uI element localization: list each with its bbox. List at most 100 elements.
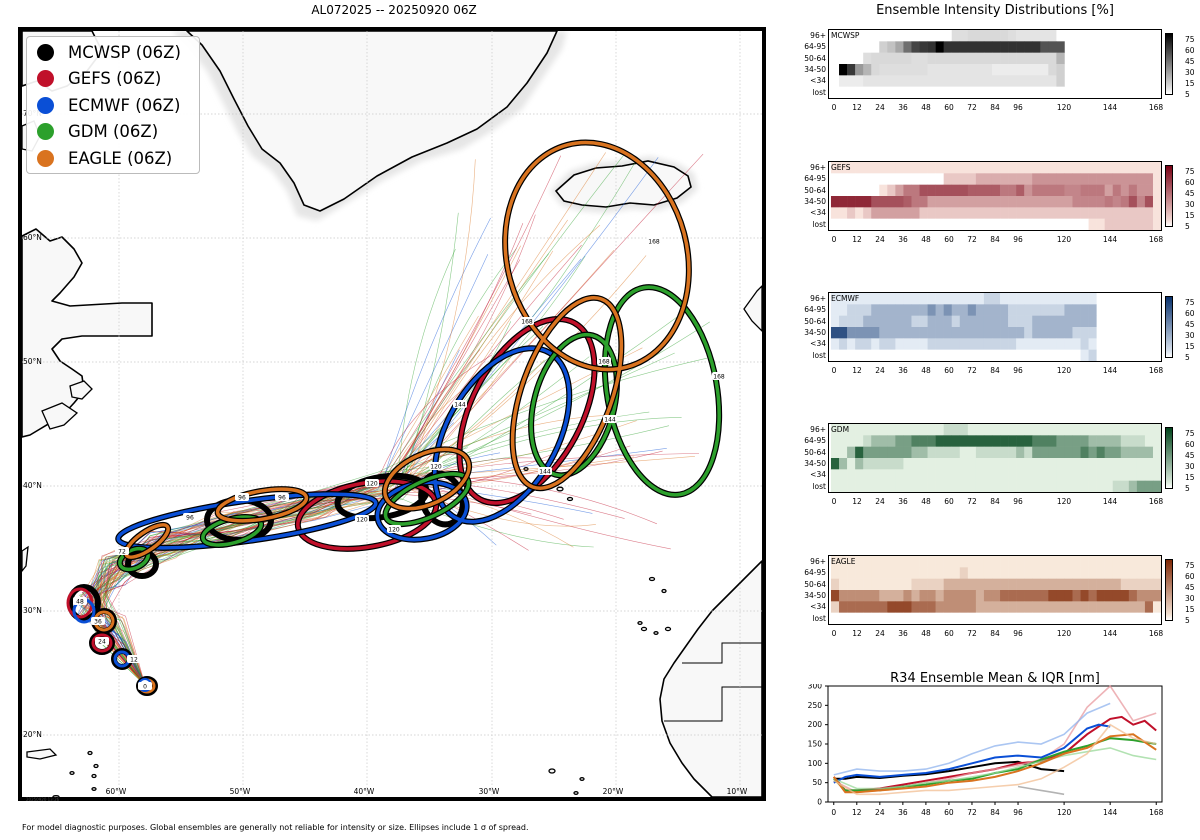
heatmap-cell bbox=[895, 218, 904, 230]
heatmap-cell bbox=[967, 556, 977, 568]
heatmap-cell bbox=[847, 30, 856, 42]
heatmap-cell bbox=[1144, 207, 1154, 219]
heatmap-cell bbox=[863, 196, 872, 208]
heatmap-cell bbox=[1072, 567, 1081, 579]
heatmap-cell bbox=[943, 315, 953, 328]
heatmap-cell bbox=[983, 75, 993, 87]
heatmap-cell bbox=[847, 578, 856, 591]
x-tick-label: 60 bbox=[944, 235, 954, 244]
heatmap-cell bbox=[1000, 173, 1009, 185]
heatmap-cell bbox=[830, 578, 840, 591]
heatmap-cell bbox=[1024, 612, 1033, 624]
heatmap-cell bbox=[1040, 469, 1049, 481]
heatmap-cell bbox=[943, 75, 953, 87]
heatmap-cell bbox=[1104, 469, 1114, 481]
heatmap-cell bbox=[903, 315, 912, 328]
heatmap-cell bbox=[959, 424, 969, 436]
svg-text:144: 144 bbox=[604, 417, 616, 424]
heatmap-cell bbox=[1016, 41, 1025, 53]
heatmap-cell bbox=[871, 601, 880, 613]
heatmap-cell bbox=[830, 435, 840, 447]
heatmap-cell bbox=[1152, 435, 1161, 447]
heatmap-cell bbox=[1016, 590, 1025, 602]
colorbar-label: 15 bbox=[1185, 605, 1195, 614]
x-tick-label: 12 bbox=[852, 366, 862, 375]
heatmap-cell bbox=[1136, 601, 1146, 613]
heatmap-cell bbox=[975, 64, 985, 76]
heatmap-cell bbox=[1056, 469, 1065, 481]
heatmap-cell bbox=[1000, 304, 1009, 316]
heatmap-cell bbox=[919, 590, 928, 602]
colorbar bbox=[1165, 296, 1173, 358]
heatmap-cell bbox=[863, 315, 872, 328]
heatmap-cell bbox=[1024, 196, 1033, 208]
heatmap-cell bbox=[855, 446, 864, 459]
heatmap-cell bbox=[911, 64, 920, 76]
x-tick-label: 144 bbox=[1102, 629, 1118, 638]
heatmap-cell bbox=[847, 86, 856, 98]
r34-title: R34 Ensemble Mean & IQR [nm] bbox=[890, 671, 1100, 686]
heatmap-cell bbox=[1056, 612, 1065, 624]
heatmap-cell bbox=[839, 30, 848, 42]
heatmap-cell bbox=[1024, 458, 1033, 470]
heatmap-cell bbox=[1016, 446, 1025, 459]
heatmap-cell bbox=[1072, 304, 1081, 316]
colorbar-label: 60 bbox=[1185, 572, 1195, 581]
heatmap-cell bbox=[1016, 52, 1025, 65]
row-label: 34-50 bbox=[804, 590, 826, 600]
heatmap-cell bbox=[959, 349, 969, 361]
heatmap-cell bbox=[1112, 556, 1122, 568]
heatmap-cell bbox=[943, 435, 953, 447]
heatmap-cell bbox=[1080, 196, 1089, 208]
heatmap-cell bbox=[919, 578, 928, 591]
heatmap-cell bbox=[1104, 315, 1114, 328]
heatmap-cell bbox=[927, 184, 936, 197]
heatmap-cell bbox=[863, 349, 872, 361]
heatmap-cell bbox=[935, 480, 944, 492]
heatmap-cell bbox=[839, 293, 848, 305]
heatmap-cell bbox=[951, 86, 961, 98]
heatmap-cell bbox=[847, 556, 856, 568]
heatmap-cell bbox=[1072, 424, 1081, 436]
heatmap-cell bbox=[1088, 612, 1097, 624]
x-tick-label: 120 bbox=[1056, 366, 1072, 375]
heatmap-cell bbox=[863, 458, 872, 470]
heatmap-cell bbox=[1072, 601, 1081, 613]
heatmap-cell bbox=[830, 52, 840, 65]
heatmap-cell bbox=[1120, 556, 1130, 568]
heatmap-cell bbox=[919, 218, 928, 230]
heatmap-cell bbox=[1088, 458, 1097, 470]
heatmap-cell bbox=[1120, 567, 1130, 579]
heatmap-cell bbox=[967, 601, 977, 613]
heatmap-cell bbox=[855, 75, 864, 87]
heatmap-cell bbox=[991, 304, 1001, 316]
heatmap-cell bbox=[927, 578, 936, 591]
heatmap-cell bbox=[991, 435, 1001, 447]
heatmap-cell bbox=[871, 469, 880, 481]
heatmap-canvas bbox=[830, 162, 1161, 230]
heatmap-cell bbox=[895, 338, 904, 350]
heatmap-cell bbox=[951, 30, 961, 42]
heatmap-cell bbox=[1088, 556, 1097, 568]
heatmap-cell bbox=[975, 469, 985, 481]
row-label: <34 bbox=[810, 602, 826, 612]
heatmap-cell bbox=[879, 173, 888, 185]
heatmap-cell bbox=[1040, 327, 1049, 339]
heatmap-cell bbox=[991, 469, 1001, 481]
heatmap-cell bbox=[1040, 349, 1049, 361]
heatmap-cell bbox=[1136, 424, 1146, 436]
heatmap-cell bbox=[879, 458, 888, 470]
heatmap-cell bbox=[830, 338, 840, 350]
heatmap-cell bbox=[975, 590, 985, 602]
heatmap-cell bbox=[1112, 458, 1122, 470]
heatmap-cell bbox=[959, 446, 969, 459]
heatmap-cell bbox=[1048, 480, 1057, 492]
intensity-panel-ecmwf: ECMWF bbox=[828, 292, 1162, 362]
heatmap-cell bbox=[1000, 469, 1009, 481]
heatmap-cell bbox=[879, 218, 888, 230]
x-tick-label: 96 bbox=[1013, 629, 1023, 638]
heatmap-cell bbox=[1040, 315, 1049, 328]
heatmap-cell bbox=[911, 218, 920, 230]
heatmap-cell bbox=[879, 424, 888, 436]
heatmap-cell bbox=[871, 30, 880, 42]
